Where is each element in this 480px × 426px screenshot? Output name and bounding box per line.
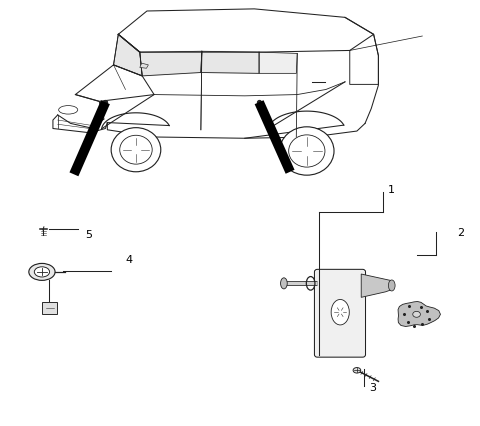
Text: 4: 4 — [125, 255, 132, 265]
FancyBboxPatch shape — [314, 270, 365, 357]
Text: 5: 5 — [85, 229, 92, 239]
Polygon shape — [201, 52, 259, 74]
Ellipse shape — [388, 280, 395, 291]
Polygon shape — [140, 64, 148, 69]
Ellipse shape — [34, 267, 49, 277]
Circle shape — [111, 128, 161, 173]
Text: 3: 3 — [369, 383, 376, 392]
Text: 1: 1 — [388, 185, 395, 195]
Ellipse shape — [353, 368, 361, 373]
Polygon shape — [259, 53, 297, 74]
Polygon shape — [140, 52, 202, 77]
Polygon shape — [361, 274, 393, 298]
Circle shape — [280, 127, 334, 176]
Polygon shape — [114, 35, 142, 77]
Bar — [42, 302, 57, 314]
Ellipse shape — [281, 278, 287, 289]
Ellipse shape — [413, 311, 420, 317]
Text: 2: 2 — [457, 227, 464, 237]
Ellipse shape — [29, 264, 55, 281]
Polygon shape — [398, 302, 441, 327]
Ellipse shape — [331, 300, 349, 325]
